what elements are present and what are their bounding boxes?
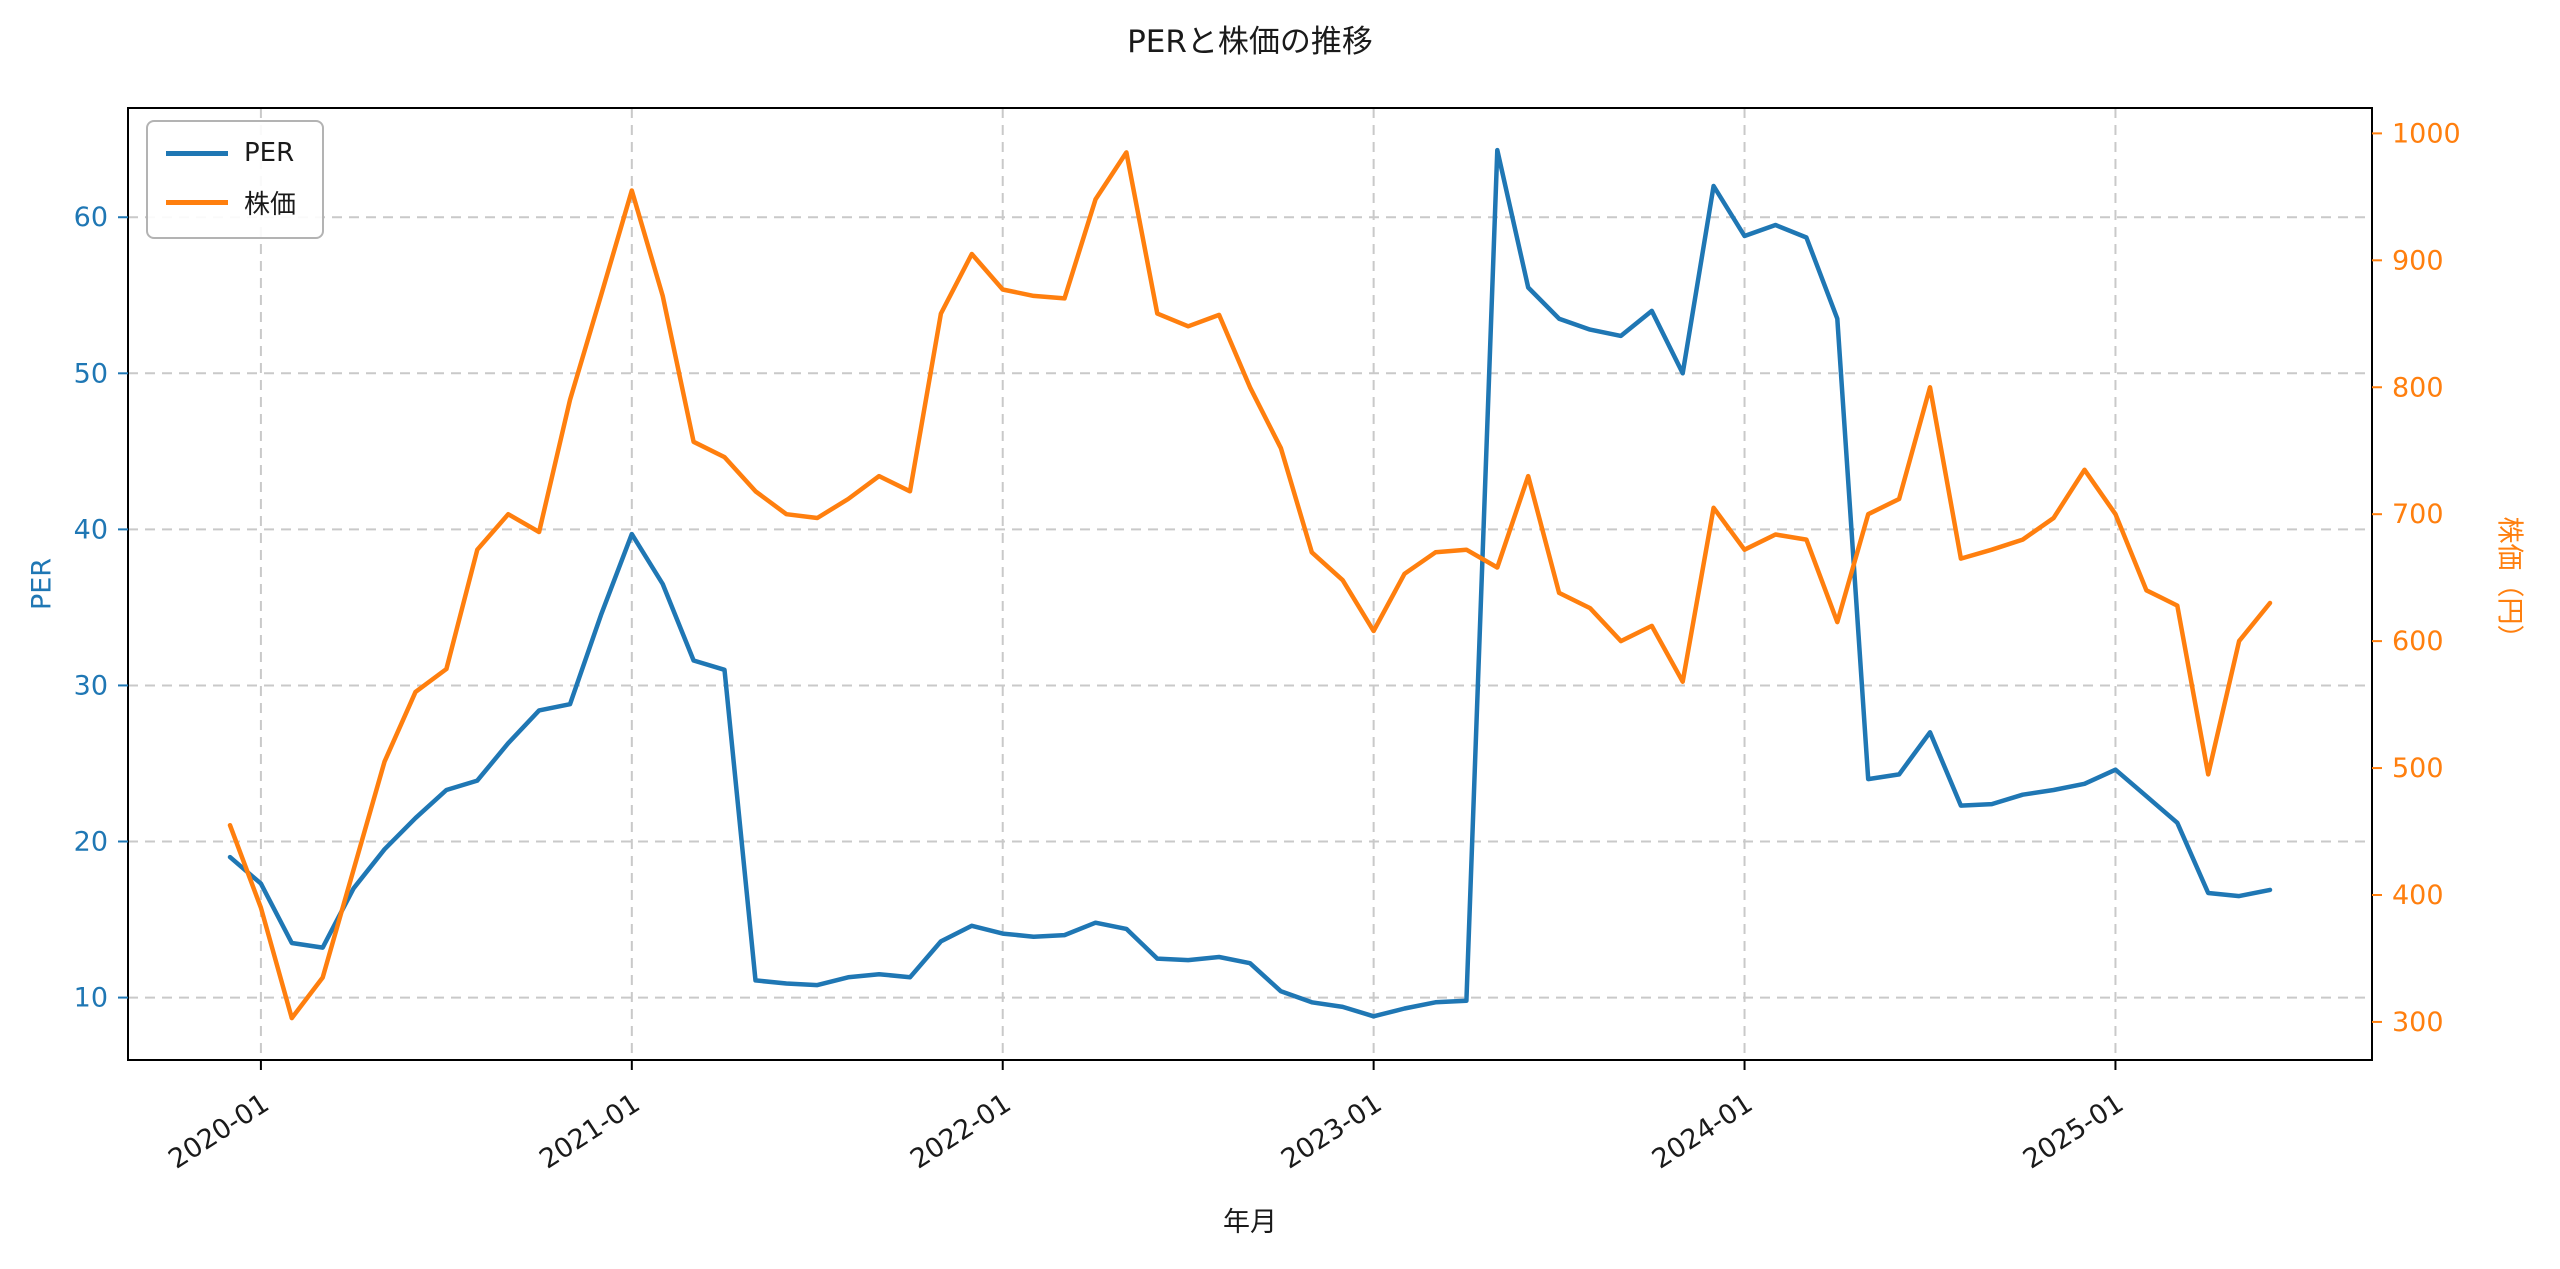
plot-frame (127, 107, 2373, 1061)
stock-price-line (227, 150, 2273, 1021)
per-line-swatch (166, 150, 228, 156)
left-tick-label: 60 (74, 202, 108, 233)
x-tick-label: 2020-01 (163, 1088, 274, 1175)
legend-item-stock-price: 株価 (166, 184, 296, 221)
legend-label-stock-price: 株価 (244, 190, 297, 220)
right-tick-label: 1000 (2392, 118, 2461, 149)
x-tick-label: 2021-01 (534, 1088, 645, 1175)
per-line (227, 147, 2273, 1019)
legend: PER 株価 (146, 120, 325, 239)
right-tick-label: 300 (2392, 1007, 2444, 1038)
y-axis-label-right: 株価（円） (2493, 516, 2525, 652)
right-tick-label: 600 (2392, 626, 2444, 657)
legend-label-per: PER (244, 138, 295, 168)
x-tick-label: 2022-01 (905, 1088, 1016, 1175)
right-tick-label: 800 (2392, 372, 2444, 403)
legend-item-per: PER (166, 138, 296, 168)
right-tick-label: 500 (2392, 753, 2444, 784)
left-tick-label: 50 (74, 358, 108, 389)
left-tick-label: 30 (74, 670, 108, 701)
x-tick-label: 2023-01 (1276, 1088, 1387, 1175)
x-tick-label: 2024-01 (1647, 1088, 1758, 1175)
left-tick-label: 10 (74, 983, 108, 1014)
right-tick-label: 700 (2392, 499, 2444, 530)
stock-price-line-swatch (166, 200, 228, 205)
x-tick-label: 2025-01 (2018, 1088, 2129, 1175)
left-tick-label: 20 (74, 827, 108, 858)
left-tick-label: 40 (74, 514, 108, 545)
right-tick-label: 900 (2392, 245, 2444, 276)
y-axis-label-left: PER (26, 557, 58, 611)
x-axis-label: 年月 (1223, 1207, 1277, 1238)
chart-title: PERと株価の推移 (1127, 24, 1373, 60)
right-tick-label: 400 (2392, 880, 2444, 911)
